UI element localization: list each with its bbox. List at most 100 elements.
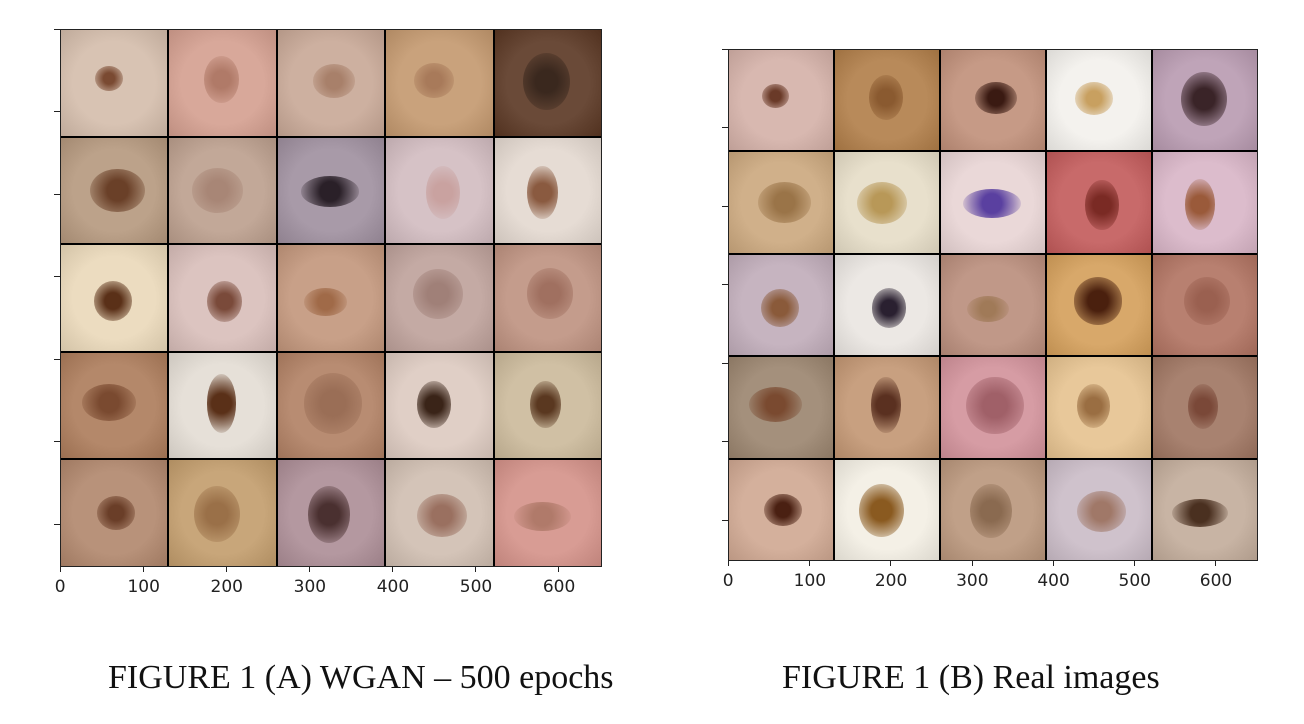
- panel-a-y-tick-mark: [54, 111, 60, 113]
- panel-b-lesion-blob: [963, 189, 1021, 219]
- panel-a-caption: FIGURE 1 (A) WGAN – 500 epochs: [108, 659, 614, 696]
- panel-a-tiles: [61, 30, 601, 566]
- panel-b-skin-lesion-image: [835, 254, 939, 356]
- panel-a-x-tick-mark: [309, 566, 311, 572]
- panel-b-skin-lesion-image: [729, 152, 833, 253]
- panel-b-skin-lesion-image: [1047, 152, 1151, 253]
- panel-a-skin-lesion-image: [61, 352, 168, 459]
- panel-b-y-tick-mark: [722, 519, 728, 521]
- panel-b-x-tick-label: 400: [1037, 571, 1070, 591]
- panel-b-x-tick-label: 500: [1118, 571, 1151, 591]
- panel-a-lesion-blob: [90, 168, 145, 213]
- panel-a-lesion-blob: [513, 501, 572, 532]
- panel-a-skin-lesion-image: [494, 30, 601, 136]
- panel-a-lesion-blob: [97, 496, 136, 531]
- panel-b-skin-lesion-image: [941, 459, 1045, 560]
- panel-b-x-tick-mark: [1052, 560, 1054, 566]
- panel-a-lesion-blob: [523, 53, 571, 111]
- panel-a-x-tick-label: 300: [293, 577, 327, 597]
- panel-b-skin-lesion-image: [1153, 357, 1257, 458]
- panel-b-tiles: [729, 50, 1257, 560]
- panel-b-y-tick-mark: [722, 284, 728, 286]
- panel-b-skin-lesion-image: [729, 50, 833, 151]
- panel-b-skin-lesion-image: [941, 50, 1045, 151]
- panel-b-lesion-blob: [1074, 81, 1114, 115]
- panel-a-y-tick-mark: [54, 29, 60, 30]
- panel-b-x-tick-label: 600: [1199, 571, 1233, 591]
- panel-a-skin-lesion-image: [386, 460, 493, 566]
- panel-b-skin-lesion-image: [941, 357, 1045, 458]
- panel-b-lesion-blob: [1085, 179, 1119, 230]
- panel-a-lesion-blob: [303, 373, 363, 434]
- panel-b-y-tick-mark: [722, 205, 728, 207]
- panel-a-skin-lesion-image: [169, 460, 276, 566]
- panel-a-y-tick-mark: [54, 276, 60, 278]
- panel-a-skin-lesion-image: [61, 245, 168, 351]
- panel-b-lesion-blob: [1184, 178, 1215, 231]
- panel-b-x-tick-mark: [971, 560, 973, 566]
- panel-a-skin-lesion-image: [494, 245, 601, 351]
- panel-b-x-tick-mark: [890, 560, 892, 566]
- panel-a-skin-lesion-image: [61, 30, 168, 136]
- panel-b-skin-lesion-image: [729, 459, 833, 560]
- panel-a-skin-lesion-image: [277, 460, 385, 566]
- panel-a-lesion-blob: [206, 373, 237, 434]
- panel-a-lesion-blob: [307, 485, 351, 543]
- panel-a-y-tick-mark: [54, 523, 60, 525]
- panel-a-x-tick-label: 400: [376, 577, 410, 597]
- panel-b-x-tick-label: 100: [793, 571, 827, 591]
- panel-a-skin-lesion-image: [494, 352, 601, 459]
- panel-b-y-tick-mark: [722, 49, 728, 50]
- panel-a-lesion-blob: [413, 268, 464, 319]
- panel-a-lesion-blob: [425, 166, 460, 219]
- panel-a-lesion-blob: [416, 493, 467, 537]
- panel-b-lesion-blob: [975, 82, 1017, 115]
- panel-a-skin-lesion-image: [61, 137, 168, 244]
- panel-b-y-tick-mark: [722, 362, 728, 364]
- panel-b-lesion-blob: [749, 386, 803, 422]
- panel-a-skin-lesion-image: [169, 30, 276, 136]
- panel-b-lesion-blob: [967, 295, 1009, 323]
- panel-a-skin-lesion-image: [169, 137, 276, 244]
- panel-b-x-tick-mark: [809, 560, 811, 566]
- panel-b-lesion-blob: [856, 181, 907, 224]
- panel-a-x-tick-label: 200: [210, 577, 243, 597]
- panel-b-x-tick-label: 300: [956, 571, 989, 591]
- panel-a-x-tick-label: 600: [542, 577, 576, 597]
- panel-a-skin-lesion-image: [61, 460, 168, 566]
- panel-a-skin-lesion-image: [386, 30, 493, 136]
- panel-b-x-tick-mark: [728, 560, 729, 566]
- panel-b-skin-lesion-image: [835, 459, 939, 560]
- panel-a-lesion-blob: [414, 63, 454, 99]
- panel-b-skin-lesion-image: [941, 254, 1045, 356]
- panel-a-lesion-blob: [191, 168, 243, 213]
- panel-a-x-tick-mark: [143, 566, 145, 572]
- panel-a-skin-lesion-image: [277, 30, 385, 136]
- panel-b-skin-lesion-image: [1047, 50, 1151, 151]
- panel-a-lesion-blob: [194, 486, 241, 543]
- panel-b-lesion-blob: [871, 288, 907, 328]
- panel-a-lesion-blob: [417, 381, 452, 428]
- panel-b-skin-lesion-image: [1047, 254, 1151, 356]
- panel-a-lesion-blob: [300, 176, 360, 207]
- panel-b-lesion-blob: [1076, 491, 1126, 533]
- panel-a-x-tick-label: 500: [459, 577, 493, 597]
- panel-b-lesion-blob: [871, 377, 901, 434]
- panel-b-lesion-blob: [762, 84, 790, 109]
- panel-a-x-tick-mark: [392, 566, 394, 572]
- panel-b-skin-lesion-image: [729, 254, 833, 356]
- panel-b-lesion-blob: [1073, 277, 1123, 325]
- panel-a-skin-lesion-image: [169, 245, 276, 351]
- panel-a-lesion-blob: [530, 380, 562, 429]
- panel-b-x-tick-mark: [1215, 560, 1217, 566]
- panel-a-x-tick-mark: [558, 566, 560, 572]
- panel-b-image-grid: [728, 49, 1258, 561]
- panel-a-skin-lesion-image: [277, 352, 385, 459]
- panel-b-x-tick-label: 200: [874, 571, 908, 591]
- panel-b-lesion-blob: [1187, 383, 1218, 429]
- panel-a-lesion-blob: [93, 281, 133, 322]
- panel-b-skin-lesion-image: [1153, 254, 1257, 356]
- panel-b-lesion-blob: [970, 483, 1012, 538]
- panel-a-lesion-blob: [304, 288, 347, 316]
- panel-a-lesion-blob: [81, 383, 136, 421]
